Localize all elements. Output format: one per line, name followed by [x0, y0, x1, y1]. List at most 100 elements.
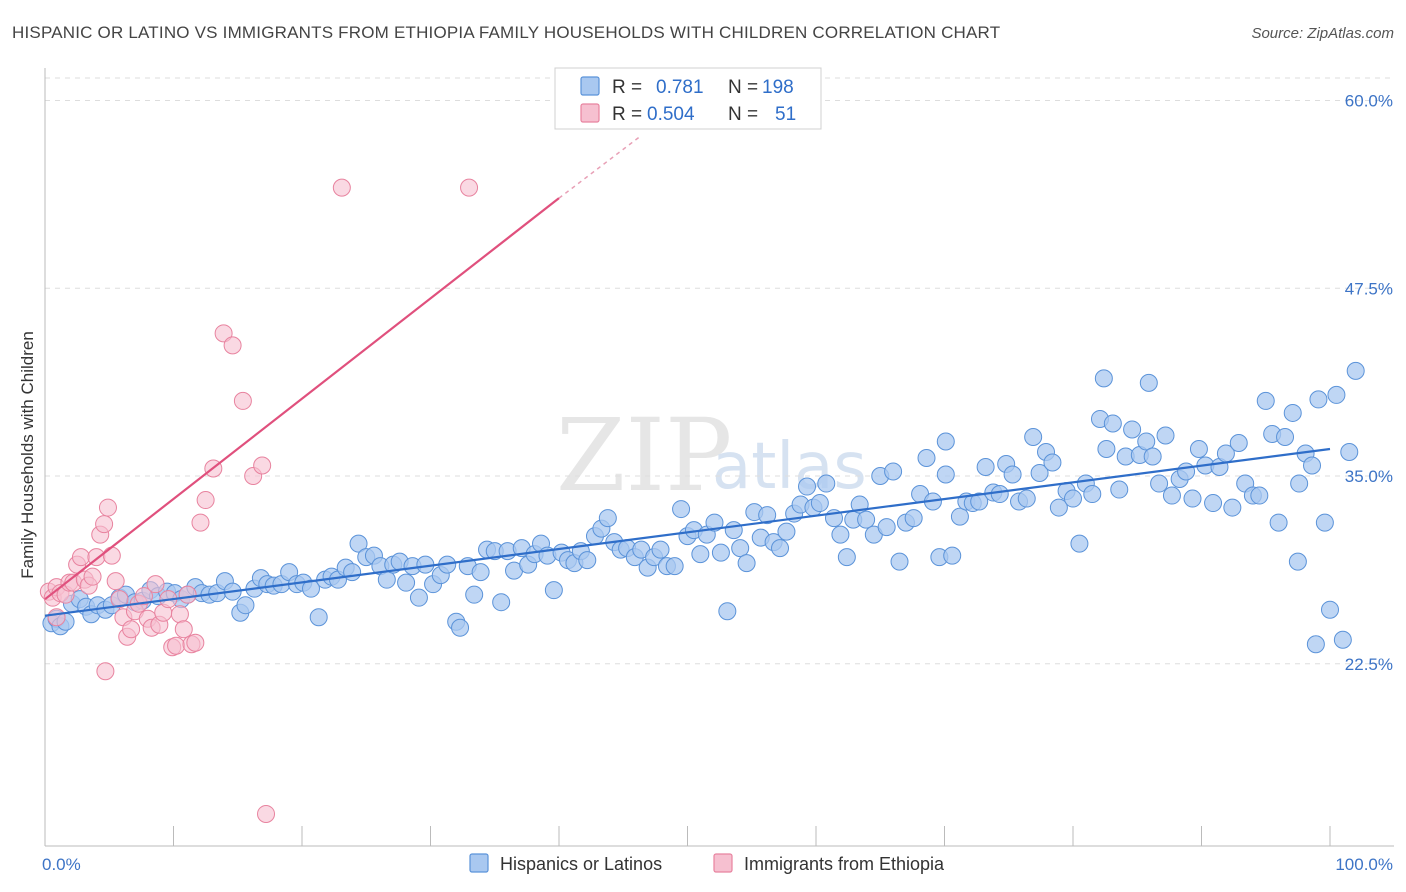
data-point-ethiopia: [106, 572, 125, 591]
data-point-hispanics: [943, 546, 962, 565]
series-ethiopia-points: [39, 178, 479, 823]
data-point-hispanics: [471, 563, 490, 582]
data-point-hispanics: [1110, 480, 1129, 499]
data-point-hispanics: [1083, 485, 1102, 504]
legend-swatch-hispanics: [580, 76, 600, 96]
data-point-ethiopia: [134, 587, 153, 606]
data-point-hispanics: [1097, 439, 1116, 458]
trend-line-hispanics: [44, 447, 1331, 617]
data-point-hispanics: [1315, 513, 1334, 532]
data-point-hispanics: [936, 465, 955, 484]
y-tick-label: 60.0%: [1345, 92, 1393, 111]
data-point-hispanics: [1229, 433, 1248, 452]
data-point-hispanics: [1156, 426, 1175, 445]
data-point-hispanics: [917, 449, 936, 467]
x-tick-labels: 0.0% 100.0%: [42, 855, 1393, 874]
data-point-hispanics: [1309, 390, 1328, 409]
data-point-hispanics: [1024, 427, 1043, 446]
data-point-hispanics: [349, 534, 368, 553]
data-point-hispanics: [1177, 462, 1196, 481]
data-point-hispanics: [377, 570, 396, 589]
y-axis-label: Family Households with Children: [18, 331, 37, 579]
data-point-ethiopia: [98, 498, 117, 517]
legend-swatch-ethiopia: [580, 103, 600, 123]
y-tick-label: 22.5%: [1345, 655, 1393, 674]
data-point-hispanics: [1321, 600, 1339, 619]
chart-source: Source: ZipAtlas.com: [1251, 25, 1394, 42]
data-point-hispanics: [1123, 420, 1142, 439]
legend-r-label-2: R =: [612, 104, 642, 125]
data-point-hispanics: [1340, 442, 1359, 461]
data-point-hispanics: [798, 477, 817, 496]
data-point-ethiopia: [174, 620, 193, 639]
data-point-hispanics: [817, 474, 836, 493]
data-point-hispanics: [1303, 456, 1322, 475]
data-point-hispanics: [578, 551, 597, 570]
data-point-ethiopia: [95, 515, 114, 534]
y-tick-label: 35.0%: [1345, 467, 1393, 486]
data-point-hispanics: [1283, 403, 1302, 422]
axes: [44, 68, 1394, 847]
data-point-hispanics: [724, 521, 743, 540]
data-point-ethiopia: [47, 608, 66, 627]
legend-n-value-2: 51: [775, 104, 796, 125]
x-tick-label: 0.0%: [42, 855, 81, 874]
data-point-hispanics: [857, 510, 876, 529]
data-point-hispanics: [970, 492, 989, 511]
data-point-hispanics: [1256, 391, 1275, 410]
data-point-hispanics: [409, 588, 428, 607]
data-point-hispanics: [884, 462, 903, 481]
legend-n-label-2: N =: [728, 104, 758, 125]
legend-r-value-2: 0.504: [647, 104, 695, 125]
series-hispanics-points: [42, 361, 1365, 654]
data-point-ethiopia: [196, 491, 215, 510]
data-point-hispanics: [1064, 489, 1082, 508]
data-point-hispanics: [705, 513, 724, 532]
gridlines: [45, 77, 1394, 665]
data-point-hispanics: [976, 458, 995, 477]
data-point-hispanics: [737, 554, 756, 573]
data-point-hispanics: [598, 509, 617, 528]
data-point-ethiopia: [96, 662, 115, 681]
data-point-hispanics: [651, 540, 670, 559]
data-point-hispanics: [665, 557, 684, 576]
data-point-hispanics: [890, 552, 909, 571]
data-point-hispanics: [1333, 630, 1352, 649]
data-point-hispanics: [343, 563, 362, 582]
data-point-hispanics: [1049, 498, 1068, 517]
data-point-ethiopia: [214, 324, 233, 343]
data-point-hispanics: [1276, 427, 1295, 446]
data-point-hispanics: [1204, 494, 1223, 513]
data-point-hispanics: [810, 494, 829, 513]
data-point-hispanics: [672, 500, 691, 519]
data-point-hispanics: [492, 593, 511, 612]
trend-lines: [44, 135, 1331, 617]
x-tick-label: 100.0%: [1335, 855, 1393, 874]
y-tick-label: 47.5%: [1345, 279, 1393, 298]
watermark-atlas: atlas: [712, 430, 867, 504]
bottom-legend: Hispanics or Latinos Immigrants from Eth…: [469, 853, 945, 874]
legend-n-label-1: N =: [728, 77, 758, 98]
legend-n-value-1: 198: [762, 77, 794, 98]
data-point-hispanics: [837, 548, 856, 567]
legend: R = 0.781 N = 198 R = 0.504 N = 51: [554, 67, 822, 130]
watermark-zip: ZIP: [556, 397, 732, 514]
data-point-ethiopia: [110, 590, 129, 609]
data-point-hispanics: [1327, 385, 1346, 404]
legend-r-label-1: R =: [612, 77, 642, 98]
data-point-hispanics: [1143, 447, 1162, 466]
data-point-hispanics: [777, 522, 796, 541]
data-point-ethiopia: [167, 636, 186, 655]
bottom-legend-label-hispanics: Hispanics or Latinos: [500, 854, 662, 874]
trend-line-ethiopia: [44, 197, 560, 601]
data-point-ethiopia: [71, 548, 90, 567]
data-point-ethiopia: [170, 605, 189, 624]
data-point-hispanics: [1017, 489, 1036, 508]
data-point-ethiopia: [332, 178, 351, 197]
data-point-hispanics: [1030, 464, 1049, 483]
data-point-hispanics: [711, 543, 730, 562]
data-point-hispanics: [1189, 439, 1208, 458]
data-point-hispanics: [1162, 486, 1181, 505]
data-point-hispanics: [1139, 373, 1158, 392]
